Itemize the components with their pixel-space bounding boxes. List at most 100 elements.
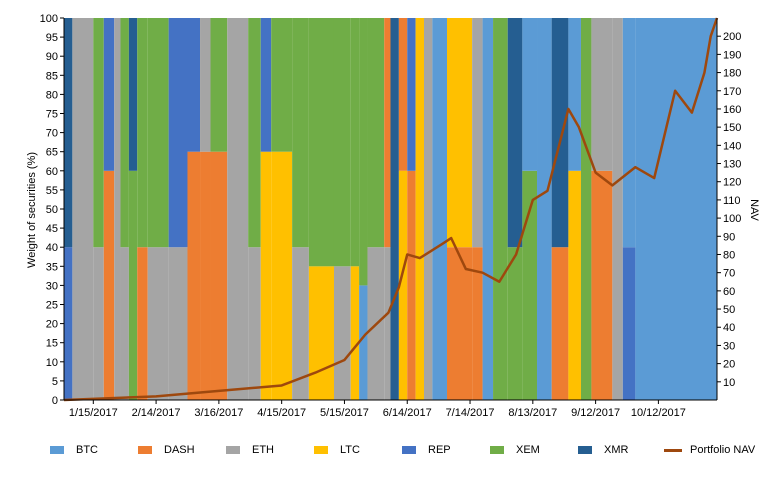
y2-tick-label: 120 [723,177,741,189]
weight-band-ltc [568,170,581,400]
weights-area [64,18,718,400]
weight-band-ltc [260,151,272,400]
y-tick-label: 75 [46,109,58,121]
y2-tick-label: 80 [723,249,735,261]
legend-item-eth: ETH [226,440,274,460]
y-axis-ticks: 0 5 10 15 20 25 30 35 40 45 50 55 60 65 70 75 80 85 90 95 10… [40,13,64,407]
weight-band-rep [622,247,636,400]
y2-tick-label: 140 [723,140,741,152]
legend-item-dash: DASH [138,440,195,460]
weight-band-dash [187,151,201,400]
weight-band-eth [591,18,613,171]
weight-band-dash [407,170,416,400]
y2-tick-label: 100 [723,213,741,225]
weight-band-xem [210,18,228,152]
legend-item-portfolio-nav: Portfolio NAV [664,440,755,460]
y2-tick-label: 50 [723,304,735,316]
legend-label: Portfolio NAV [690,444,756,456]
y-tick-label: 95 [46,32,58,44]
y2-tick-label: 10 [723,377,735,389]
weight-band-ltc [415,18,424,400]
x-tick-label: 6/14/2017 [383,407,432,419]
weight-band-xem [271,18,293,152]
legend-swatch [50,446,64,454]
legend-swatch [402,446,416,454]
legend-label: LTC [340,444,360,456]
weight-band-xmr [64,18,73,248]
weight-band-btc [635,18,718,400]
weight-band-eth [72,18,94,400]
y-tick-label: 100 [40,13,58,25]
y2-tick-label: 190 [723,49,741,61]
legend-item-ltc: LTC [314,440,360,460]
weight-band-eth [384,247,391,400]
y-tick-label: 15 [46,338,58,350]
y-tick-label: 0 [52,395,58,407]
legend-label: ETH [252,444,274,456]
weight-band-dash [447,247,473,400]
weight-band-btc [522,18,538,171]
y2-tick-label: 20 [723,359,735,371]
weight-band-xmr [128,18,138,171]
y-tick-label: 85 [46,70,58,82]
weight-band-xem [292,18,309,248]
y-tick-label: 10 [46,357,58,369]
legend-label: REP [428,444,451,456]
weight-band-ltc [308,266,334,400]
y2-tick-label: 30 [723,340,735,352]
y2-axis-title: NAV [748,199,760,221]
weight-band-btc [622,18,636,248]
y-tick-label: 90 [46,51,58,63]
weight-band-eth [248,247,261,400]
x-tick-label: 9/12/2017 [571,407,620,419]
weight-band-ltc [271,151,293,400]
portfolio-nav-line [63,17,719,402]
weight-band-rep [64,247,73,400]
weight-band-dash [551,247,569,400]
weight-band-dash [103,170,115,400]
y-tick-label: 70 [46,128,58,140]
weight-band-dash [384,18,391,248]
y2-tick-label: 40 [723,322,735,334]
weight-band-eth [423,18,433,400]
legend-item-rep: REP [402,440,451,460]
y2-tick-label: 160 [723,104,741,116]
weight-band-btc [359,285,368,400]
x-tick-label: 10/12/2017 [631,407,686,419]
weight-band-xem [493,18,508,400]
weight-band-rep [407,18,416,171]
y2-tick-label: 180 [723,68,741,80]
weight-band-eth [333,266,351,400]
weight-band-xem [359,18,368,286]
weight-band-btc [482,18,494,400]
weight-band-xmr [390,18,399,400]
y-tick-label: 40 [46,242,58,254]
y2-tick-label: 150 [723,122,741,134]
y-tick-label: 65 [46,147,58,159]
x-tick-label: 2/14/2017 [132,407,181,419]
legend-swatch [138,446,152,454]
weight-band-xem [350,18,360,267]
nav-layer [63,17,719,402]
weight-band-rep [103,18,115,171]
weight-band-rep [187,18,201,152]
weight-band-dash [210,151,228,400]
legend-item-xmr: XMR [578,440,628,460]
y2-tick-label: 60 [723,286,735,298]
weight-band-rep [260,18,272,152]
weight-band-xem [128,170,138,400]
y-tick-label: 55 [46,185,58,197]
legend-item-btc: BTC [50,440,98,460]
weight-band-xmr [551,18,569,248]
y-tick-label: 30 [46,280,58,292]
y2-axis-ticks: 10 20 30 40 50 60 70 80 90 100 110 120 130 140 150 160 1… [717,31,741,389]
weight-band-xem [248,18,261,248]
weight-band-dash [398,18,408,171]
x-tick-label: 5/15/2017 [320,407,369,419]
weight-band-eth [292,247,309,400]
y2-tick-label: 110 [723,195,741,207]
legend-swatch [226,446,240,454]
weight-band-eth [227,18,249,400]
legend-label: XEM [516,444,540,456]
legend-item-xem: XEM [490,440,540,460]
